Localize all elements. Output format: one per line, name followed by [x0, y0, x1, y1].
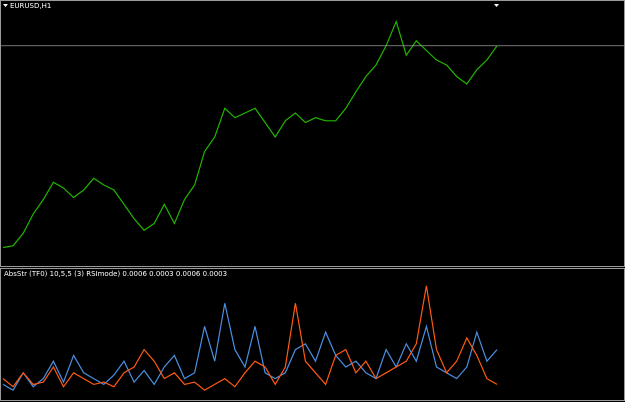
series-line	[2, 303, 498, 392]
symbol-title: EURUSD,H1	[10, 2, 51, 10]
indicator-panel	[0, 268, 625, 401]
series-line	[2, 19, 498, 249]
shift-marker	[494, 4, 499, 7]
price-panel	[0, 0, 625, 267]
series-line	[2, 285, 498, 391]
indicator-title: AbsStr (TF0) 10,5,5 (3) RSImode) 0.0006 …	[4, 270, 227, 278]
menu-arrow[interactable]	[3, 4, 8, 7]
